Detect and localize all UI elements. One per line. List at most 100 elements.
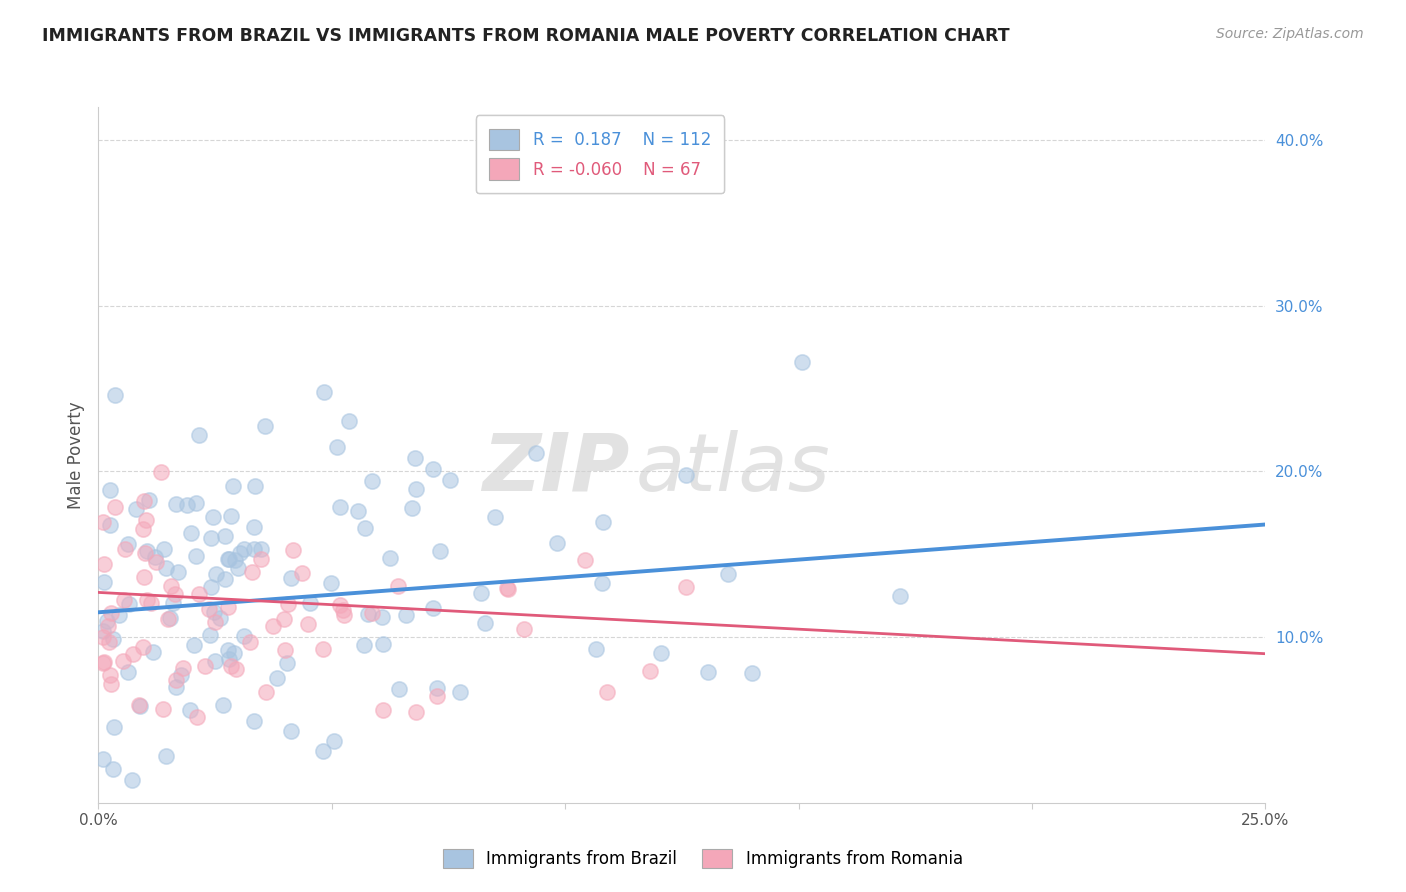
Point xyxy=(98,668,121,682)
Point xyxy=(361,474,384,488)
Point xyxy=(524,446,547,460)
Point xyxy=(319,575,342,590)
Point xyxy=(91,752,114,766)
Point xyxy=(121,772,143,787)
Point xyxy=(357,607,380,622)
Point xyxy=(204,567,226,582)
Point xyxy=(792,355,814,369)
Point xyxy=(388,682,411,697)
Point xyxy=(162,596,184,610)
Point xyxy=(484,509,506,524)
Point xyxy=(546,535,568,549)
Point xyxy=(422,601,444,615)
Point xyxy=(157,612,180,626)
Point xyxy=(280,571,302,585)
Point xyxy=(273,642,295,657)
Point xyxy=(401,501,423,516)
Point xyxy=(111,653,134,667)
Point xyxy=(387,579,409,593)
Point xyxy=(280,723,302,738)
Point xyxy=(513,622,536,636)
Point xyxy=(170,668,193,682)
Point xyxy=(224,553,246,567)
Point xyxy=(217,643,239,657)
Point xyxy=(574,553,596,567)
Point xyxy=(262,619,284,633)
Point xyxy=(354,521,377,535)
Point xyxy=(214,529,236,543)
Text: IMMIGRANTS FROM BRAZIL VS IMMIGRANTS FROM ROMANIA MALE POVERTY CORRELATION CHART: IMMIGRANTS FROM BRAZIL VS IMMIGRANTS FRO… xyxy=(42,27,1010,45)
Point xyxy=(226,561,249,575)
Point xyxy=(91,624,114,639)
Point xyxy=(125,502,148,516)
Point xyxy=(165,673,187,687)
Point xyxy=(218,552,240,566)
Point xyxy=(141,596,163,610)
Point xyxy=(117,537,139,551)
Point xyxy=(254,685,277,699)
Point xyxy=(249,552,271,566)
Point xyxy=(404,451,426,466)
Point xyxy=(129,699,152,714)
Point xyxy=(172,661,194,675)
Point xyxy=(422,461,444,475)
Point xyxy=(591,576,613,591)
Legend: R =  0.187    N = 112, R = -0.060    N = 67: R = 0.187 N = 112, R = -0.060 N = 67 xyxy=(477,115,724,194)
Point xyxy=(118,597,141,611)
Point xyxy=(186,496,208,510)
Point xyxy=(204,615,226,630)
Point xyxy=(100,677,122,691)
Point xyxy=(218,652,240,666)
Point xyxy=(675,467,697,482)
Point xyxy=(221,659,243,673)
Point xyxy=(229,545,252,559)
Point xyxy=(250,542,273,557)
Point xyxy=(134,570,156,584)
Point xyxy=(208,610,231,624)
Point xyxy=(337,413,360,427)
Point xyxy=(180,525,202,540)
Point xyxy=(273,612,295,626)
Text: Source: ZipAtlas.com: Source: ZipAtlas.com xyxy=(1216,27,1364,41)
Point xyxy=(160,579,183,593)
Point xyxy=(243,714,266,728)
Point xyxy=(239,635,262,649)
Point xyxy=(100,518,122,533)
Point xyxy=(212,698,235,713)
Point xyxy=(134,546,156,560)
Point xyxy=(188,428,211,442)
Point xyxy=(96,615,118,629)
Point xyxy=(266,671,288,685)
Point xyxy=(104,388,127,402)
Y-axis label: Male Poverty: Male Poverty xyxy=(66,401,84,508)
Point xyxy=(312,642,335,657)
Point xyxy=(214,572,236,586)
Point xyxy=(592,515,614,529)
Point xyxy=(439,473,461,487)
Point xyxy=(112,593,135,607)
Point xyxy=(98,634,121,648)
Point xyxy=(132,640,155,654)
Point xyxy=(100,606,122,620)
Point xyxy=(134,494,156,508)
Point xyxy=(217,552,239,566)
Point xyxy=(138,492,160,507)
Point xyxy=(143,549,166,564)
Point xyxy=(281,542,304,557)
Point xyxy=(254,419,277,434)
Point xyxy=(361,606,384,620)
Point xyxy=(97,619,120,633)
Point xyxy=(132,522,155,536)
Point xyxy=(93,655,115,669)
Point xyxy=(114,541,136,556)
Point xyxy=(353,638,375,652)
Point xyxy=(242,542,264,557)
Point xyxy=(163,587,186,601)
Point xyxy=(371,703,394,717)
Point xyxy=(333,608,356,623)
Point xyxy=(152,702,174,716)
Point xyxy=(233,542,256,557)
Point xyxy=(326,441,349,455)
Text: ZIP: ZIP xyxy=(482,430,630,508)
Point xyxy=(426,681,449,695)
